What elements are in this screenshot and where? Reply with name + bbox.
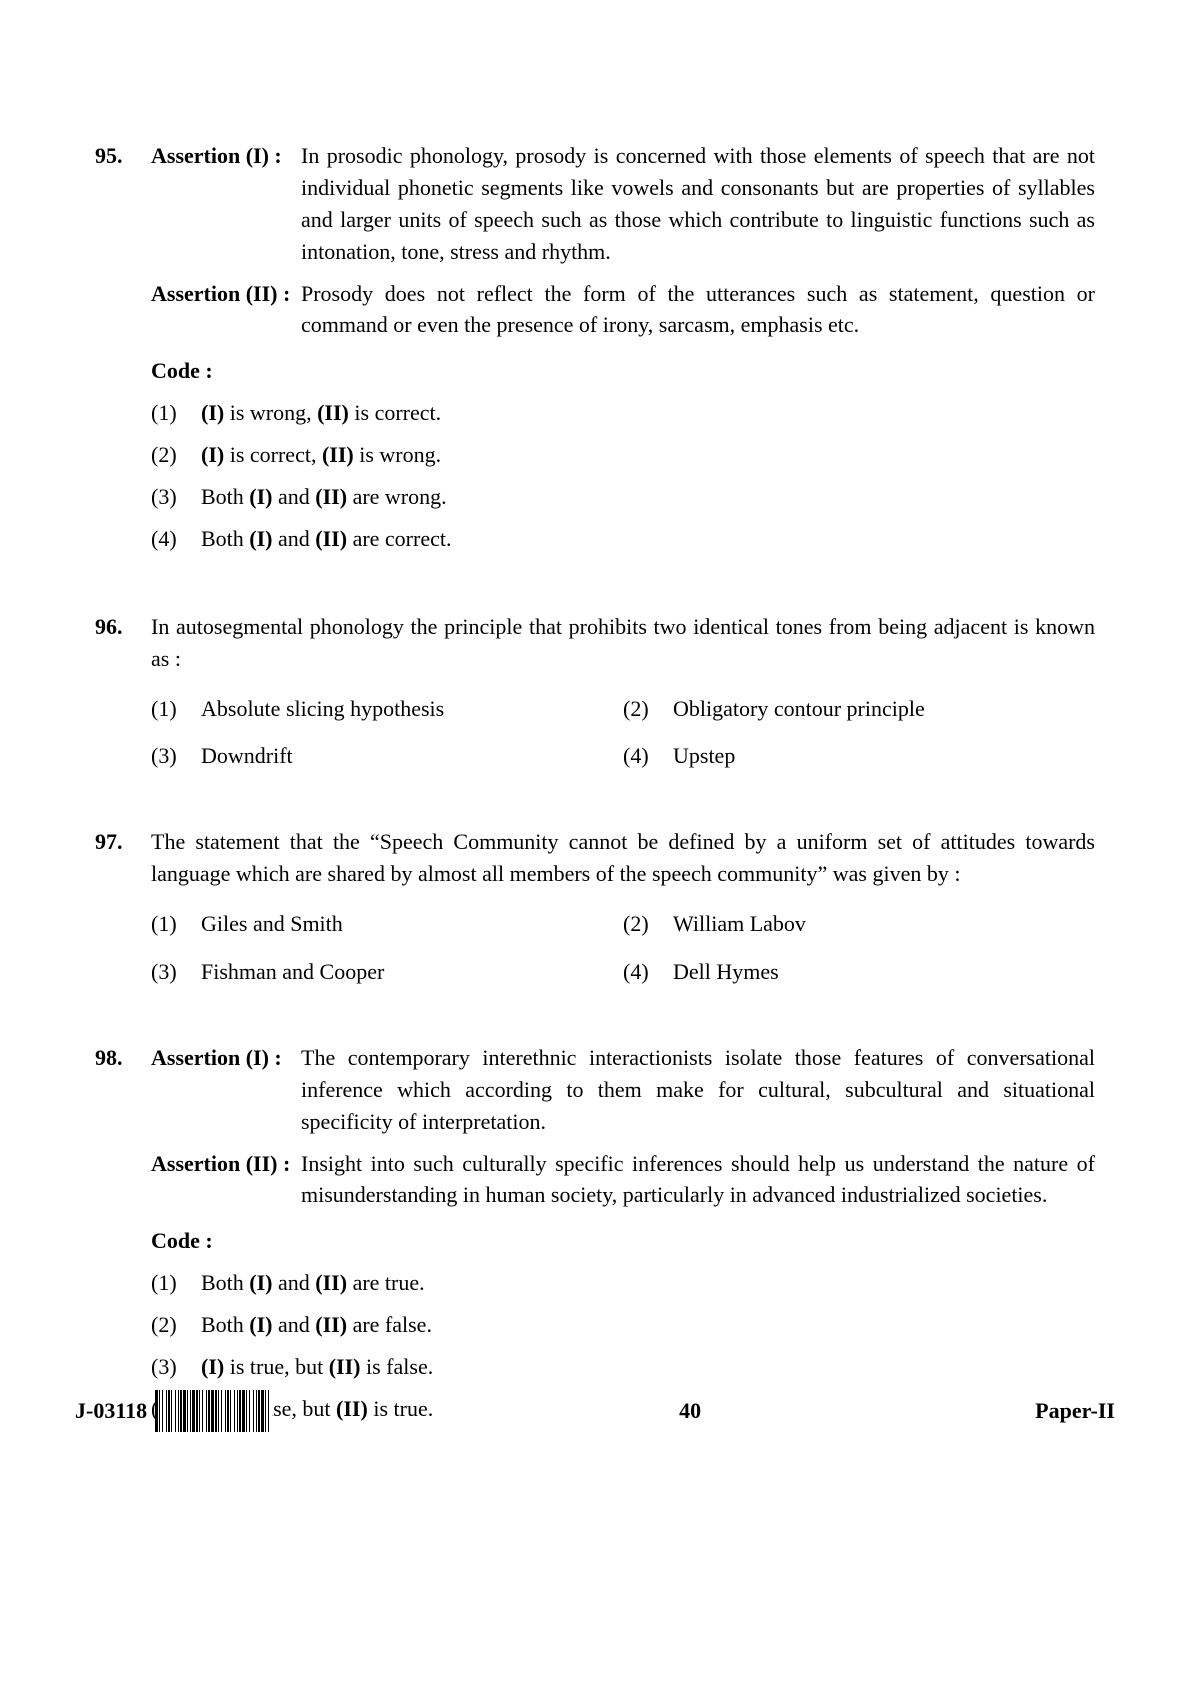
assertion-text: Prosody does not reflect the form of the… (301, 278, 1095, 342)
option-1: (1) Absolute slicing hypothesis (151, 693, 623, 725)
option-number: (3) (151, 481, 201, 513)
option-text: (I) is correct, (II) is wrong. (201, 439, 1095, 471)
page-footer: J-03118 40 Paper-II (75, 1390, 1115, 1432)
question-number: 98. (95, 1042, 151, 1074)
assertion-1: Assertion (I) : The contemporary interet… (151, 1042, 1095, 1138)
option-1: (1) (I) is wrong, (II) is correct. (151, 397, 1095, 429)
footer-paper: Paper-II (1035, 1395, 1115, 1427)
assertion-label: Assertion (II) : (151, 1148, 301, 1180)
question-stem: In autosegmental phonology the principle… (151, 611, 1095, 675)
option-2: (2) (I) is correct, (II) is wrong. (151, 439, 1095, 471)
option-number: (2) (151, 1309, 201, 1341)
assertion-2: Assertion (II) : Insight into such cultu… (151, 1148, 1095, 1212)
assertion-2: Assertion (II) : Prosody does not reflec… (151, 278, 1095, 342)
option-text: Obligatory contour principle (673, 693, 1095, 725)
assertion-label: Assertion (II) : (151, 278, 301, 310)
option-number: (3) (151, 740, 201, 772)
option-text: Both (I) and (II) are true. (201, 1267, 1095, 1299)
option-text: Fishman and Cooper (201, 956, 623, 988)
option-number: (1) (151, 693, 201, 725)
question-96: 96. In autosegmental phonology the princ… (95, 611, 1095, 781)
assertion-text: The contemporary interethnic interaction… (301, 1042, 1095, 1138)
option-4: (4) Dell Hymes (623, 956, 1095, 988)
question-stem: The statement that the “Speech Community… (151, 826, 1095, 890)
option-number: (3) (151, 956, 201, 988)
option-text: (I) is wrong, (II) is correct. (201, 397, 1095, 429)
barcode-icon (155, 1390, 345, 1432)
option-text: Dell Hymes (673, 956, 1095, 988)
assertion-text: Insight into such culturally specific in… (301, 1148, 1095, 1212)
page-content: 95. Assertion (I) : In prosodic phonolog… (95, 140, 1095, 1481)
option-2: (2) Obligatory contour principle (623, 693, 1095, 725)
options-grid: (1) Absolute slicing hypothesis (2) Obli… (151, 685, 1095, 781)
option-text: Both (I) and (II) are wrong. (201, 481, 1095, 513)
option-number: (1) (151, 908, 201, 940)
question-number: 97. (95, 826, 151, 858)
assertion-label: Assertion (I) : (151, 140, 301, 172)
option-number: (4) (151, 523, 201, 555)
option-3: (3) Fishman and Cooper (151, 956, 623, 988)
option-number: (3) (151, 1351, 201, 1383)
question-number: 95. (95, 140, 151, 172)
question-97: 97. The statement that the “Speech Commu… (95, 826, 1095, 996)
option-number: (1) (151, 1267, 201, 1299)
option-number: (4) (623, 956, 673, 988)
assertion-text: In prosodic phonology, prosody is concer… (301, 140, 1095, 268)
options-list: (1) (I) is wrong, (II) is correct. (2) (… (151, 397, 1095, 555)
option-number: (2) (623, 693, 673, 725)
option-1: (1) Giles and Smith (151, 908, 623, 940)
question-95: 95. Assertion (I) : In prosodic phonolog… (95, 140, 1095, 565)
option-3: (3) Both (I) and (II) are wrong. (151, 481, 1095, 513)
option-number: (4) (623, 740, 673, 772)
option-number: (1) (151, 397, 201, 429)
option-2: (2) William Labov (623, 908, 1095, 940)
footer-code: J-03118 (75, 1395, 147, 1427)
option-1: (1) Both (I) and (II) are true. (151, 1267, 1095, 1299)
option-number: (2) (623, 908, 673, 940)
option-text: Upstep (673, 740, 1095, 772)
option-text: William Labov (673, 908, 1095, 940)
question-number: 96. (95, 611, 151, 643)
option-text: Both (I) and (II) are false. (201, 1309, 1095, 1341)
code-label: Code : (151, 355, 1095, 387)
option-3: (3) (I) is true, but (II) is false. (151, 1351, 1095, 1383)
option-2: (2) Both (I) and (II) are false. (151, 1309, 1095, 1341)
option-number: (2) (151, 439, 201, 471)
option-text: Both (I) and (II) are correct. (201, 523, 1095, 555)
option-3: (3) Downdrift (151, 740, 623, 772)
question-98: 98. Assertion (I) : The contemporary int… (95, 1042, 1095, 1435)
code-label: Code : (151, 1225, 1095, 1257)
option-text: Absolute slicing hypothesis (201, 693, 623, 725)
option-4: (4) Upstep (623, 740, 1095, 772)
option-text: Downdrift (201, 740, 623, 772)
footer-page-number: 40 (345, 1395, 1035, 1427)
assertion-1: Assertion (I) : In prosodic phonology, p… (151, 140, 1095, 268)
option-text: (I) is true, but (II) is false. (201, 1351, 1095, 1383)
option-text: Giles and Smith (201, 908, 623, 940)
assertion-label: Assertion (I) : (151, 1042, 301, 1074)
option-4: (4) Both (I) and (II) are correct. (151, 523, 1095, 555)
options-grid: (1) Giles and Smith (2) William Labov (3… (151, 900, 1095, 996)
